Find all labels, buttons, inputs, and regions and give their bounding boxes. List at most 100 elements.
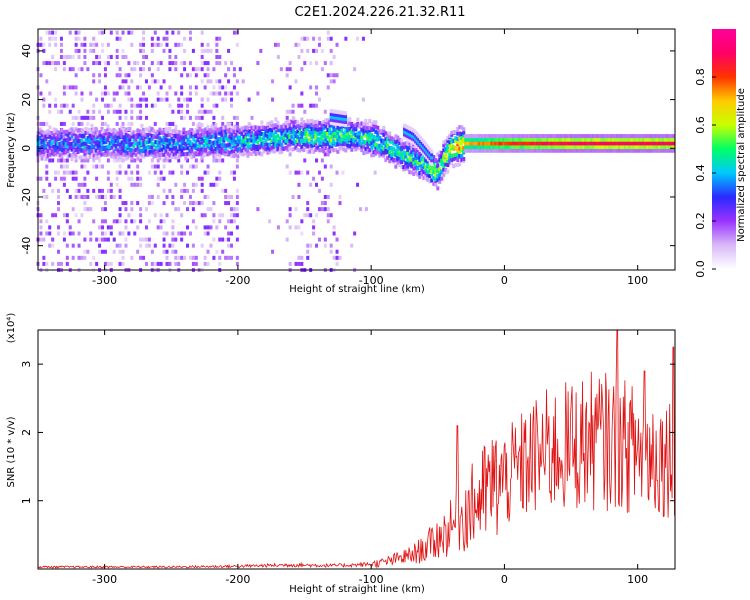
spectrogram-cell	[318, 142, 322, 147]
colorbar-tick-label: 0.4	[694, 164, 707, 182]
spectrogram-cell	[170, 149, 174, 154]
spectrogram-cell	[212, 255, 216, 260]
spectrogram-cell	[72, 138, 76, 143]
spectrogram-cell	[534, 148, 538, 153]
spectrogram-cell	[215, 79, 219, 84]
spectrogram-cell	[212, 152, 216, 157]
spectrogram-cell	[218, 149, 222, 154]
spectrogram-cell	[126, 133, 130, 138]
spectrogram-cell	[80, 133, 84, 138]
spectrogram-cell	[130, 30, 134, 35]
spectrogram-cell	[352, 124, 356, 129]
spectrogram-cell	[95, 164, 99, 169]
spectrogram-cell	[191, 48, 195, 53]
spectrogram-cell	[194, 146, 198, 151]
spectrogram-cell	[218, 54, 222, 59]
spectrogram-cell	[56, 149, 60, 154]
spectrogram-cell	[118, 261, 122, 266]
spectrogram-cell	[50, 151, 54, 156]
spectrogram-cell	[428, 147, 432, 152]
spectrogram-cell	[436, 169, 440, 174]
spectrogram-cell	[216, 130, 220, 135]
spectrogram-cell	[366, 135, 370, 140]
spectrogram-cell	[336, 138, 340, 143]
spectrogram-cell	[340, 113, 344, 118]
spectrogram-cell	[106, 261, 110, 266]
spectrogram-cell	[372, 134, 376, 139]
spectrogram-cell	[484, 145, 488, 150]
spectrogram-cell	[468, 145, 472, 150]
spectrogram-cell	[622, 148, 626, 153]
spectrogram-cell	[494, 134, 498, 139]
spectrogram-cell	[512, 141, 516, 146]
spectrogram-cell	[139, 219, 143, 224]
spectrogram-cell	[672, 141, 676, 146]
snr-x-tick-label: -200	[225, 573, 250, 586]
spectrogram-cell	[278, 124, 282, 129]
spectrogram-cell	[272, 144, 276, 149]
spectrogram-cell	[530, 145, 534, 150]
spectrogram-cell	[165, 213, 169, 218]
spectrogram-cell	[153, 30, 157, 35]
spectrogram-cell	[100, 30, 104, 35]
spectrogram-cell	[464, 148, 468, 153]
spectrogram-cell	[109, 182, 113, 187]
spectrogram-cell	[426, 173, 430, 178]
spectrogram-cell	[118, 131, 122, 136]
spectrogram-cell	[273, 42, 277, 47]
spectrogram-cell	[448, 160, 452, 165]
spectrogram-cell	[426, 154, 430, 159]
spectrogram-cell	[77, 243, 81, 248]
spectrogram-cell	[186, 109, 190, 114]
spectrogram-cell	[83, 249, 87, 254]
spectrogram-cell	[220, 130, 224, 135]
spectrogram-cell	[334, 148, 338, 153]
spectrogram-cell	[68, 67, 72, 72]
spectrogram-cell	[150, 79, 154, 84]
spectrogram-cell	[616, 134, 620, 139]
spectrogram-cell	[422, 139, 426, 144]
spectrogram-cell	[180, 131, 184, 136]
spectrogram-cell	[632, 134, 636, 139]
spectrogram-cell	[42, 134, 46, 139]
spectrogram-cell	[38, 127, 42, 132]
spectrogram-cell	[372, 150, 376, 155]
spectrogram-cell	[500, 145, 504, 150]
spectrogram-cell	[39, 231, 43, 236]
spectrogram-cell	[288, 142, 292, 147]
spectrogram-cell	[77, 109, 81, 114]
spectrogram-cell	[420, 146, 424, 151]
spectrogram-cell	[71, 115, 75, 120]
spectrogram-cell	[206, 124, 210, 129]
spectrogram-cell	[57, 249, 61, 254]
spectrogram-cell	[650, 148, 654, 153]
spectrogram-cell	[76, 141, 80, 146]
spectrogram-cell	[398, 163, 402, 168]
spectrogram-cell	[148, 145, 152, 150]
spectrogram-cell	[56, 141, 60, 146]
spectrogram-cell	[414, 136, 418, 141]
spectrogram-cell	[242, 139, 246, 144]
spectrogram-cell	[68, 54, 72, 59]
spectrogram-cell	[290, 119, 294, 124]
spectrogram-cell	[214, 132, 218, 137]
spectrogram-cell	[115, 48, 119, 53]
spectrogram-cell	[598, 145, 602, 150]
spectrogram-cell	[262, 141, 266, 146]
spectrogram-cell	[44, 148, 48, 153]
spectrogram-cell	[582, 137, 586, 142]
spectrogram-cell	[108, 152, 112, 157]
spectrogram-cell	[106, 61, 110, 66]
spectrogram-cell	[124, 115, 128, 120]
spectrogram-cell	[71, 54, 75, 59]
spectrogram-cell	[486, 145, 490, 150]
spectrogram-cell	[668, 137, 672, 142]
spectrogram-cell	[274, 129, 278, 134]
spectrogram-cell	[418, 147, 422, 152]
spectrogram-cell	[188, 73, 192, 78]
spectrogram-cell	[51, 261, 55, 266]
spectrogram-cell	[220, 137, 224, 142]
spectrogram-cell	[404, 161, 408, 166]
spectrogram-cell	[546, 137, 550, 142]
spectrogram-cell	[124, 138, 128, 143]
